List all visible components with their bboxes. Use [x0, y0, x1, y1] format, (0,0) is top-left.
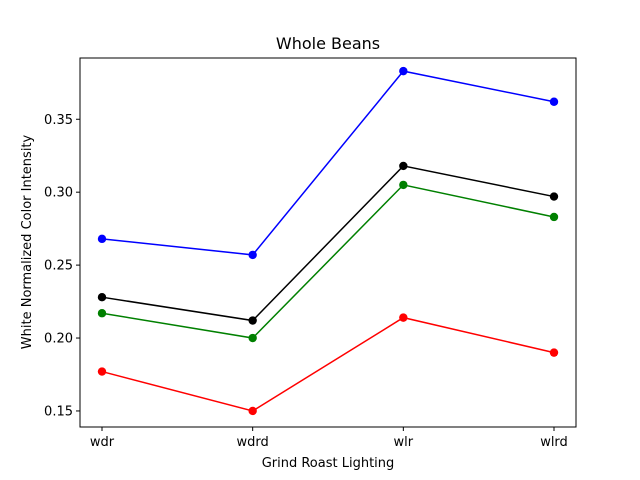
data-point-3-0	[97, 367, 107, 376]
data-point-1-3	[549, 192, 559, 201]
series-line-1	[101, 165, 555, 322]
data-point-2-1	[248, 333, 257, 343]
series-line-3	[101, 316, 555, 412]
y-axis: 0.15 0.20 0.25 0.30 0.35	[44, 113, 80, 419]
plot-area	[97, 66, 559, 416]
y-tick-label: 0.20	[44, 332, 73, 347]
x-axis-label: Grind Roast Lighting	[262, 456, 395, 471]
data-point-0-2	[399, 66, 408, 76]
series-line-2	[101, 184, 555, 339]
data-point-3-3	[549, 348, 559, 357]
x-tick-label: wlr	[394, 435, 414, 450]
data-point-1-0	[97, 292, 107, 302]
y-axis-label: White Normalized Color Intensity	[20, 134, 35, 349]
data-point-0-3	[549, 97, 559, 106]
x-tick-label: wdrd	[237, 435, 269, 450]
chart-title: Whole Beans	[276, 34, 380, 53]
data-point-0-1	[248, 250, 257, 260]
series-line-0	[101, 70, 555, 256]
plot-frame	[79, 57, 577, 428]
data-point-1-1	[248, 316, 257, 325]
x-tick-label: wdr	[90, 435, 115, 450]
y-tick-label: 0.15	[44, 404, 73, 419]
y-tick-label: 0.30	[44, 186, 73, 201]
data-point-2-2	[399, 180, 408, 190]
data-point-2-3	[549, 212, 559, 222]
x-tick-label: wlrd	[540, 435, 568, 450]
data-point-3-1	[248, 406, 257, 416]
y-tick-label: 0.25	[44, 259, 73, 274]
data-point-1-2	[399, 161, 408, 171]
y-tick-label: 0.35	[44, 113, 73, 128]
data-point-0-0	[97, 234, 107, 244]
data-point-2-0	[97, 309, 107, 318]
x-axis: wdr wdrd wlr wlrd	[90, 427, 568, 450]
data-point-3-2	[399, 313, 408, 322]
